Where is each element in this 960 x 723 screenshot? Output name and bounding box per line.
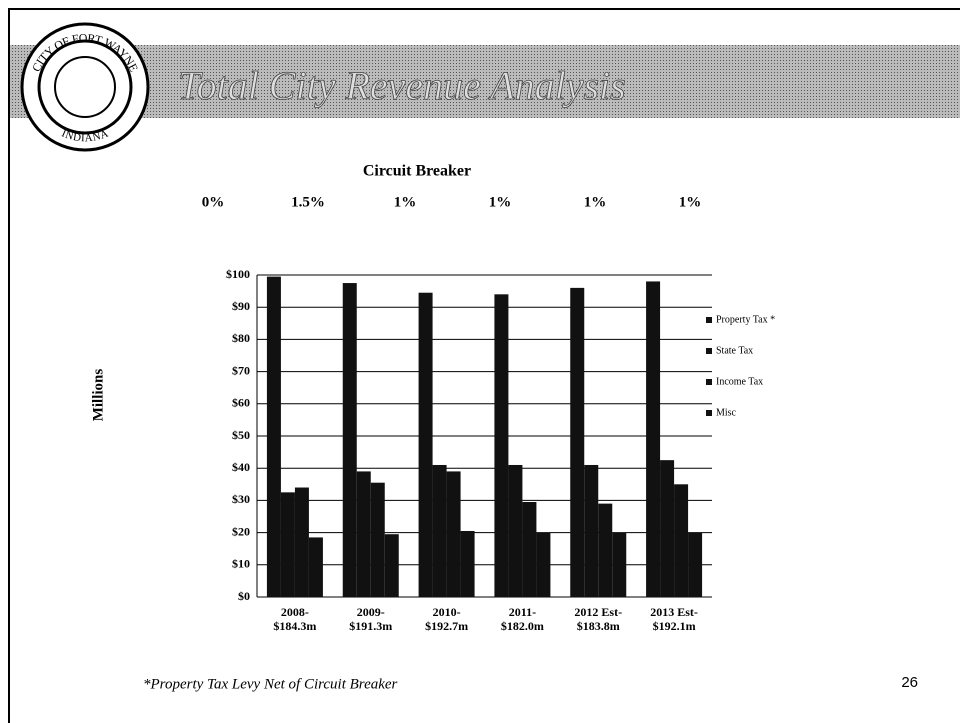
circuit-breaker-label: 1%	[489, 194, 512, 210]
bar	[522, 502, 537, 597]
legend-label: Income Tax	[716, 376, 763, 387]
circuit-breaker-title: Circuit Breaker	[363, 163, 471, 180]
footnote: *Property Tax Levy Net of Circuit Breake…	[143, 676, 398, 692]
banner	[10, 45, 960, 118]
x-tick-label: 2010- $192.7m	[425, 605, 469, 633]
bar	[688, 532, 703, 597]
bar	[584, 464, 599, 597]
bar	[384, 534, 399, 597]
bar	[570, 287, 585, 597]
legend-swatch	[706, 317, 712, 323]
legend-label: Property Tax *	[716, 314, 775, 325]
x-tick-label: 2008- $184.3m	[273, 605, 317, 633]
legend-swatch	[706, 348, 712, 354]
legend-swatch	[706, 410, 712, 416]
y-tick-label: $100	[226, 267, 250, 281]
circuit-breaker-label: 1%	[679, 194, 702, 210]
y-tick-label: $20	[232, 524, 250, 538]
bar	[494, 294, 509, 597]
bar	[266, 276, 281, 597]
bar	[308, 537, 323, 597]
y-axis-label: Millions	[90, 369, 106, 422]
circuit-breaker-label: 1%	[394, 194, 417, 210]
y-tick-label: $0	[238, 589, 250, 603]
legend-swatch	[706, 379, 712, 385]
bar	[612, 532, 627, 597]
bar	[432, 464, 447, 597]
bar	[646, 281, 661, 597]
circuit-breaker-label: 1.5%	[291, 194, 325, 210]
logo-seal	[54, 56, 116, 118]
y-tick-label: $60	[232, 396, 250, 410]
circuit-breaker-label: 0%	[202, 194, 225, 210]
bar	[356, 471, 371, 597]
bar	[598, 503, 613, 597]
bar	[536, 532, 551, 597]
logo-inner	[37, 39, 133, 135]
y-tick-label: $10	[232, 557, 250, 571]
bar	[460, 530, 475, 597]
bar	[370, 482, 385, 597]
legend-label: State Tax	[716, 345, 753, 356]
bar	[342, 283, 357, 597]
y-tick-label: $90	[232, 299, 250, 313]
x-tick-label: 2013 Est- $192.1m	[650, 605, 698, 633]
x-tick-label: 2009- $191.3m	[349, 605, 393, 633]
bar	[280, 492, 295, 597]
bar	[294, 487, 309, 597]
circuit-breaker-label: 1%	[584, 194, 607, 210]
page-number: 26	[901, 674, 918, 691]
legend-label: Misc	[716, 407, 737, 418]
y-tick-label: $30	[232, 492, 250, 506]
x-tick-label: 2012 Est- $183.8m	[574, 605, 623, 633]
banner-title: Total City Revenue Analysis	[178, 63, 626, 108]
y-tick-label: $40	[232, 460, 250, 474]
bar	[446, 471, 461, 597]
bar	[508, 464, 523, 597]
bar	[660, 460, 675, 597]
x-tick-label: 2011- $182.0m	[500, 605, 544, 633]
bar	[418, 292, 433, 597]
y-tick-label: $50	[232, 428, 250, 442]
y-tick-label: $70	[232, 363, 250, 377]
bar	[674, 484, 689, 597]
y-tick-label: $80	[232, 331, 250, 345]
